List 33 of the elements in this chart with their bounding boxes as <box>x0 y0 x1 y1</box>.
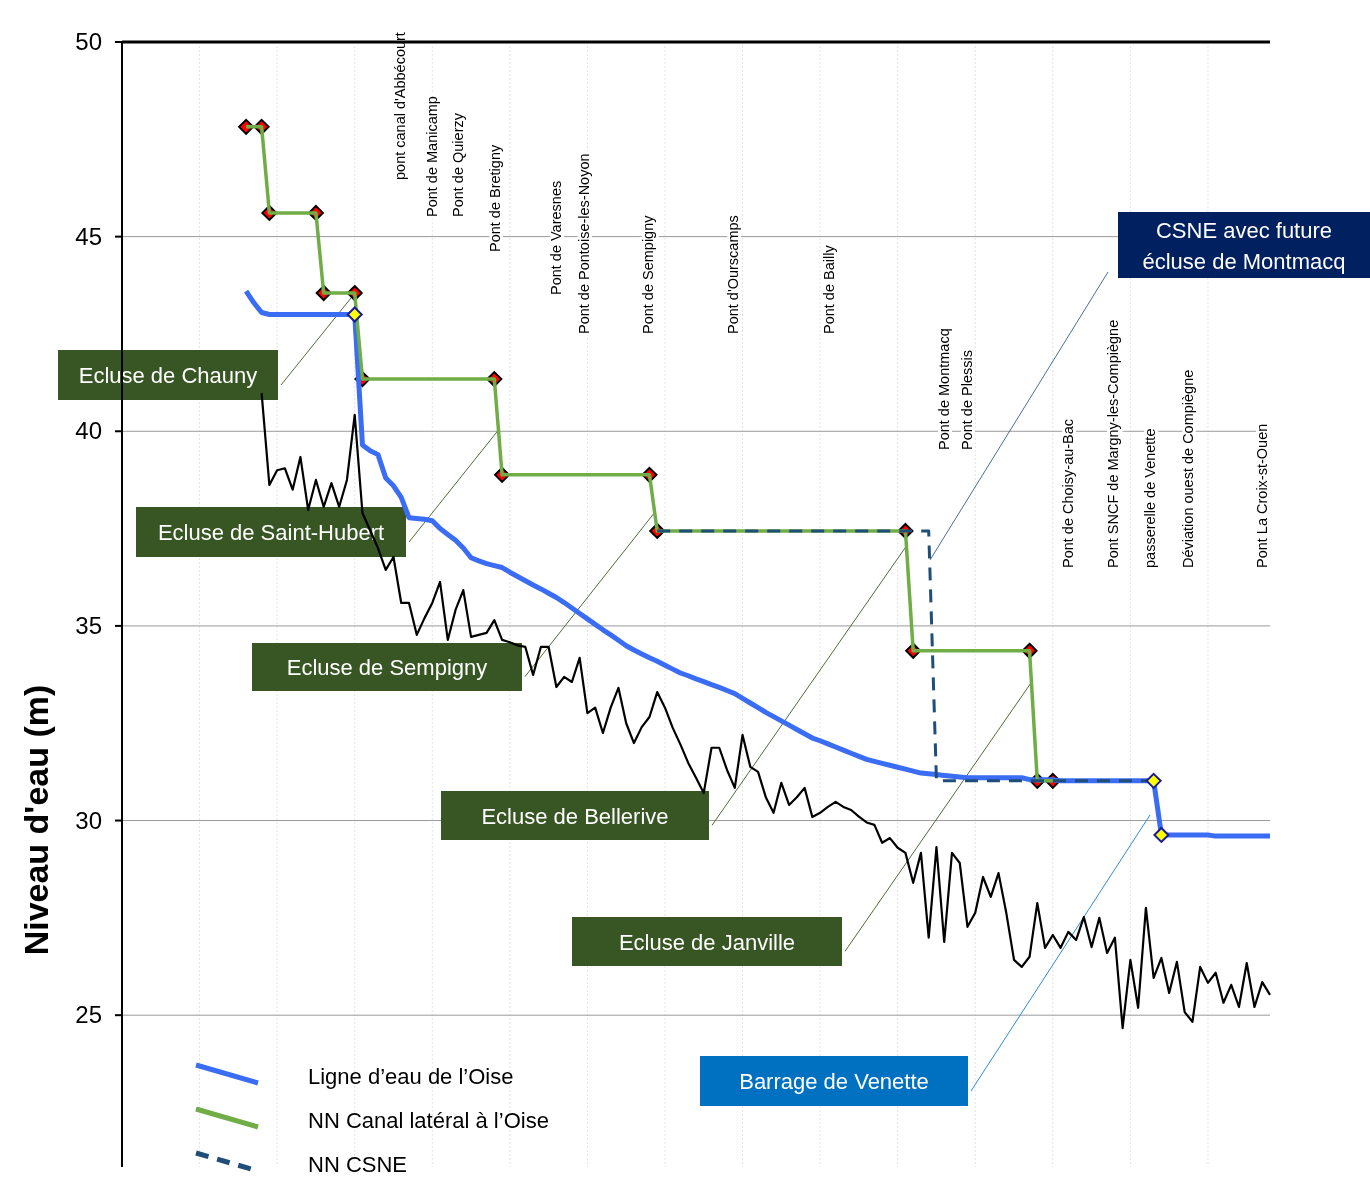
legend-label: NN CSNE <box>308 1152 408 1177</box>
annotation: Pont de Manicamp <box>424 96 440 217</box>
legend-label: NN Canal latéral à l’Oise <box>308 1108 549 1133</box>
annotation: Ecluse de Saint-Hubert <box>157 520 385 545</box>
annotation: Pont de Pontoise-les-Noyon <box>576 153 592 334</box>
y-axis-title: Niveau d'eau (m) <box>17 684 55 956</box>
annotation: Pont de Varesnes <box>548 180 564 295</box>
annotation: CSNE avec future écluse de Montmacq <box>1142 217 1346 274</box>
annotation: Ecluse de Janville <box>618 929 796 955</box>
annotation: Ecluse de Bellerive <box>481 803 669 829</box>
annotation: Pont de Montmacq <box>936 328 952 450</box>
annotation: Déviation ouest de Compiègne <box>1180 369 1196 568</box>
y-tick-label: 30 <box>75 806 102 834</box>
annotation: Pont de Choisy-au-Bac <box>1060 418 1076 568</box>
y-tick-label: 45 <box>75 222 102 250</box>
annotation: Pont de Sempigny <box>640 214 656 334</box>
annotation: Pont de Quierzy <box>450 112 466 217</box>
y-tick-label: 35 <box>75 611 102 639</box>
y-tick-label: 25 <box>75 1001 102 1029</box>
annotation: Barrage de Venette <box>739 1069 929 1094</box>
annotation: Ecluse de Sempigny <box>286 655 488 680</box>
annotation: passerelle de Venette <box>1142 428 1158 568</box>
annotation: pont canal d'Abbécourt <box>392 32 408 180</box>
annotation: Pont SNCF de Margny-les-Compiègne <box>1105 319 1121 568</box>
y-tick-label: 40 <box>75 417 102 445</box>
annotation: Pont de Plessis <box>959 350 975 450</box>
annotation: Pont de Bretigny <box>487 144 503 252</box>
annotation: Ecluse de Chauny <box>78 363 258 388</box>
annotation: Pont La Croix-st-Ouen <box>1254 423 1270 568</box>
annotation: Pont d'Ourscamps <box>725 215 741 334</box>
annotation: Pont de Bailly <box>821 244 837 334</box>
y-tick-label: 50 <box>75 28 102 55</box>
legend-label: Ligne d’eau de l’Oise <box>308 1064 514 1089</box>
